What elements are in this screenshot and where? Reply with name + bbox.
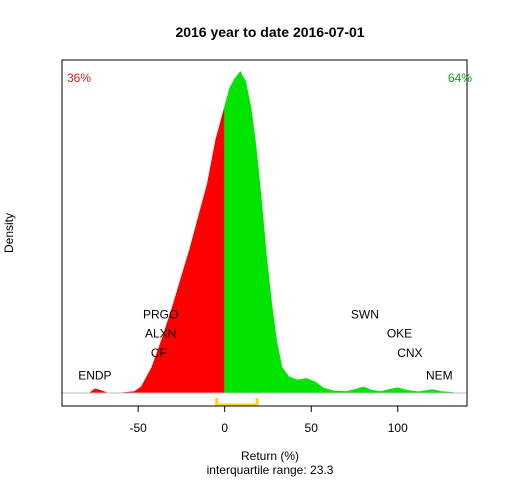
y-axis-title: Density (2, 213, 16, 253)
iqr-caption: interquartile range: 23.3 (207, 463, 334, 477)
iqr-bracket (215, 398, 259, 407)
x-tick-label: 100 (388, 421, 408, 435)
x-axis-title: Return (%) (241, 449, 299, 463)
chart-title: 2016 year to date 2016-07-01 (175, 24, 364, 40)
ticker-label: NEM (426, 368, 453, 382)
negative-returns-area (89, 107, 226, 394)
plot-frame (61, 59, 468, 407)
x-tick-label: 0 (221, 421, 228, 435)
ticker-annotations: ENDP PRGO ALXN CF SWN OKE CNX NEM (78, 307, 452, 382)
positive-returns-area (224, 71, 455, 394)
x-tick-label: -50 (129, 421, 147, 435)
ticker-label: PRGO (143, 307, 178, 321)
ticker-label: ENDP (78, 368, 111, 382)
ticker-label: ALXN (145, 327, 176, 341)
density-areas (89, 71, 455, 394)
negative-share-label: 36% (67, 71, 91, 85)
ticker-label: SWN (351, 307, 379, 321)
ticker-label: OKE (387, 327, 412, 341)
x-tick-label: 50 (305, 421, 319, 435)
ticker-label: CNX (397, 346, 422, 360)
x-axis: -50 0 50 100 (129, 406, 408, 435)
positive-share-label: 64% (448, 71, 472, 85)
ticker-label: CF (151, 346, 167, 360)
